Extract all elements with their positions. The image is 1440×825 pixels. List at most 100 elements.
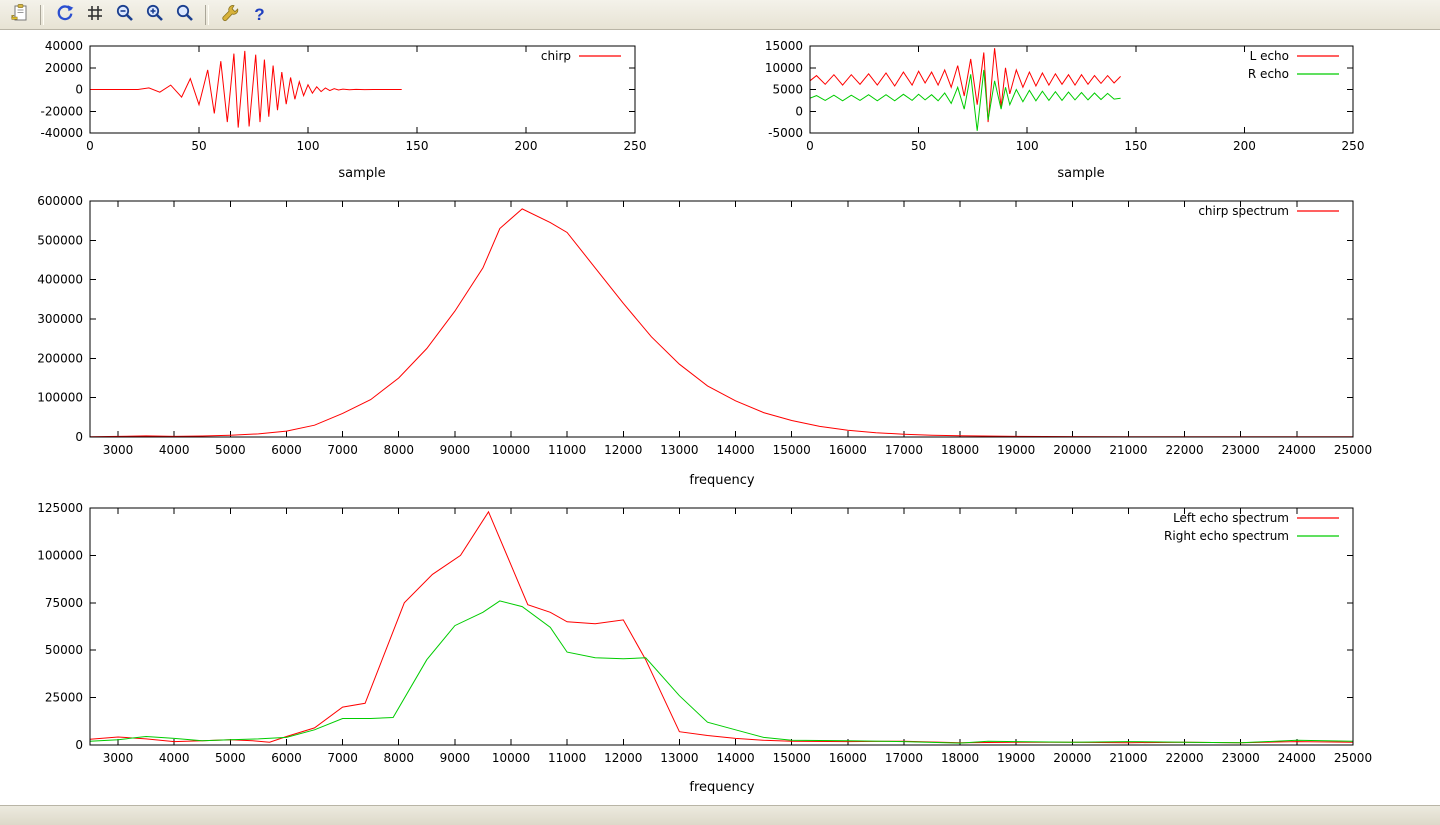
- x-tick-label: 18000: [941, 443, 979, 457]
- x-tick-label: 3000: [103, 443, 134, 457]
- x-tick-label: 22000: [1166, 443, 1204, 457]
- x-tick-label: 19000: [997, 751, 1035, 765]
- x-tick-label: 150: [1124, 139, 1147, 153]
- y-tick-label: 15000: [765, 39, 803, 53]
- x-tick-label: 24000: [1278, 751, 1316, 765]
- y-tick-label: 500000: [37, 233, 83, 247]
- x-tick-label: 21000: [1109, 751, 1147, 765]
- x-tick-label: 50: [911, 139, 926, 153]
- x-tick-label: 250: [1342, 139, 1365, 153]
- x-tick-label: 21000: [1109, 443, 1147, 457]
- zoom-next-icon: [145, 3, 165, 26]
- x-tick-label: 0: [86, 139, 94, 153]
- y-tick-label: 75000: [45, 596, 83, 610]
- x-axis-label: frequency: [689, 473, 755, 488]
- x-tick-label: 10000: [492, 751, 530, 765]
- replot-button[interactable]: [51, 2, 78, 27]
- x-tick-label: 23000: [1222, 443, 1260, 457]
- x-tick-label: 23000: [1222, 751, 1260, 765]
- autoscale-button[interactable]: [171, 2, 198, 27]
- x-tick-label: 100: [1016, 139, 1039, 153]
- configure-button[interactable]: [216, 2, 243, 27]
- y-tick-label: 300000: [37, 312, 83, 326]
- y-tick-label: 0: [75, 738, 83, 752]
- help-button[interactable]: ?: [246, 2, 273, 27]
- x-tick-label: 20000: [1053, 751, 1091, 765]
- y-tick-label: 10000: [765, 61, 803, 75]
- x-tick-label: 12000: [604, 751, 642, 765]
- plot-border: [89, 200, 1354, 438]
- y-tick-label: 25000: [45, 691, 83, 705]
- x-tick-label: 4000: [159, 751, 190, 765]
- x-tick-label: 100: [297, 139, 320, 153]
- zoom-previous-icon: [115, 3, 135, 26]
- autoscale-icon: [175, 3, 195, 26]
- x-tick-label: 14000: [716, 443, 754, 457]
- chart-chirp-signal: 0 50 100 150 200 250 -40000 -20000 0 20000 40000 sa…: [40, 39, 646, 181]
- toolbar-separator: [40, 4, 44, 25]
- x-tick-label: 10000: [492, 443, 530, 457]
- series-line: [89, 510, 1354, 744]
- zoom-previous-button[interactable]: [111, 2, 138, 27]
- x-tick-label: 17000: [885, 751, 923, 765]
- x-tick-label: 13000: [660, 751, 698, 765]
- y-tick-label: 100000: [37, 391, 83, 405]
- x-tick-label: 18000: [941, 751, 979, 765]
- zoom-next-button[interactable]: [141, 2, 168, 27]
- y-tick-label: 600000: [37, 194, 83, 208]
- series-line: [89, 600, 1354, 744]
- x-tick-label: 9000: [440, 751, 471, 765]
- y-tick-label: 100000: [37, 548, 83, 562]
- x-tick-label: 25000: [1334, 443, 1372, 457]
- x-tick-label: 12000: [604, 443, 642, 457]
- x-axis-label: sample: [338, 166, 385, 181]
- x-tick-label: 15000: [773, 751, 811, 765]
- plot-border: [809, 45, 1354, 134]
- x-axis-label: frequency: [689, 780, 755, 795]
- x-tick-label: 8000: [383, 443, 414, 457]
- x-tick-label: 19000: [997, 443, 1035, 457]
- chart-echo-spectra: 3000 4000 5000 6000 7000 8000 9000 10000 11000 12…: [37, 501, 1372, 795]
- y-tick-label: 5000: [772, 83, 803, 97]
- x-tick-label: 25000: [1334, 751, 1372, 765]
- x-tick-label: 200: [1233, 139, 1256, 153]
- y-tick-label: 0: [795, 104, 803, 118]
- x-axis-label: sample: [1057, 166, 1104, 181]
- x-tick-label: 6000: [271, 443, 302, 457]
- x-tick-label: 50: [191, 139, 206, 153]
- series-line: [89, 208, 1353, 438]
- x-tick-label: 17000: [885, 443, 923, 457]
- x-tick-label: 20000: [1053, 443, 1091, 457]
- y-tick-label: -40000: [40, 126, 83, 140]
- x-tick-label: 5000: [215, 443, 246, 457]
- status-bar: [0, 805, 1440, 825]
- x-tick-label: 4000: [159, 443, 190, 457]
- x-tick-label: 16000: [829, 751, 867, 765]
- x-tick-label: 7000: [327, 751, 358, 765]
- x-tick-label: 9000: [440, 443, 471, 457]
- x-tick-label: 5000: [215, 751, 246, 765]
- y-tick-label: 200000: [37, 351, 83, 365]
- copy-clipboard-icon: [10, 3, 30, 26]
- plot-border: [89, 45, 636, 134]
- chart-echo-signals: 0 50 100 150 200 250-5000050001000015000sampl…: [765, 39, 1365, 181]
- y-tick-label: 0: [75, 430, 83, 444]
- help-icon: ?: [254, 5, 265, 24]
- x-tick-label: 11000: [548, 751, 586, 765]
- plot-canvas[interactable]: 0 50 100 150 200 250 -40000 -20000 0 20000 40000 sa…: [0, 30, 1440, 805]
- toggle-grid-button[interactable]: [81, 2, 108, 27]
- x-tick-label: 8000: [383, 751, 414, 765]
- x-tick-label: 11000: [548, 443, 586, 457]
- plot-border: [89, 507, 1354, 746]
- x-tick-label: 7000: [327, 443, 358, 457]
- x-tick-label: 200: [515, 139, 538, 153]
- x-tick-label: 13000: [660, 443, 698, 457]
- x-tick-label: 150: [406, 139, 429, 153]
- series-line: [809, 69, 1121, 131]
- toolbar: ?: [0, 0, 1440, 30]
- y-tick-label: 0: [75, 83, 83, 97]
- copy-clipboard-button[interactable]: [6, 2, 33, 27]
- y-tick-label: 125000: [37, 501, 83, 515]
- series-line: [809, 48, 1121, 123]
